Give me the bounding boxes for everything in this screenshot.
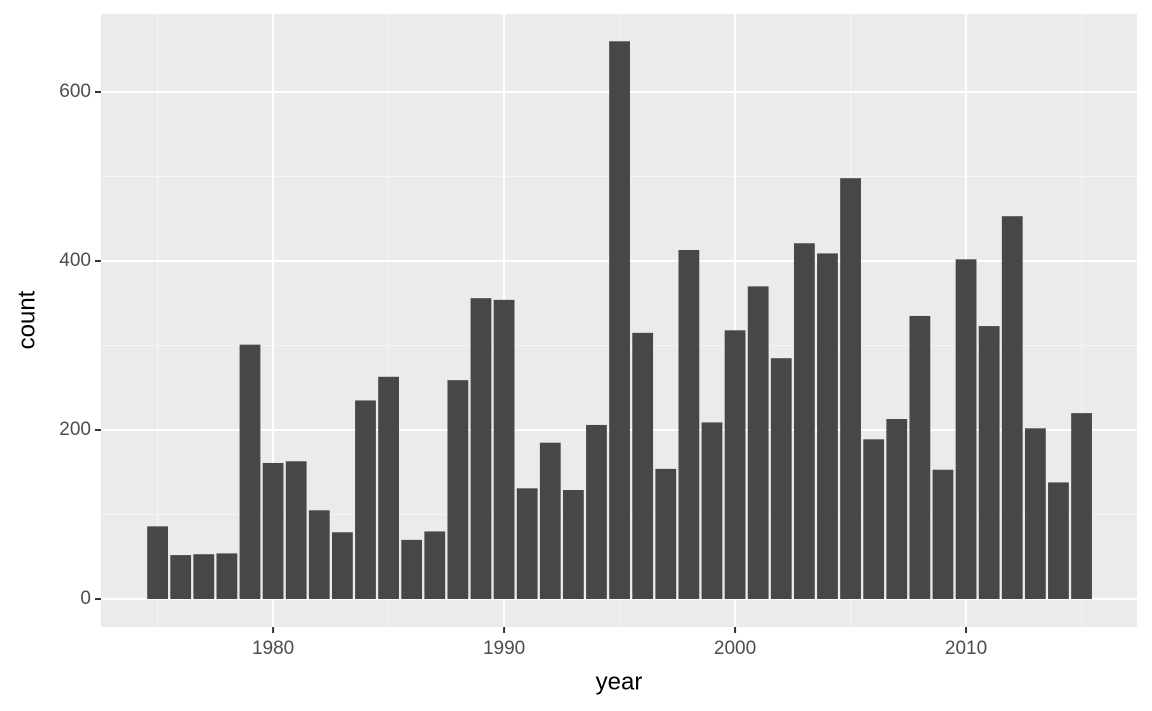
bar (632, 332, 654, 600)
bar (516, 488, 538, 600)
bar (1071, 413, 1092, 600)
bar (1024, 428, 1046, 600)
bar (216, 553, 238, 600)
bar (609, 41, 630, 600)
bar (193, 554, 215, 600)
y-tick-label: 200 (59, 419, 91, 440)
bar (401, 539, 423, 600)
bar (355, 400, 376, 600)
bar (978, 326, 1000, 600)
bar (239, 344, 261, 600)
y-tick-label: 600 (59, 81, 91, 102)
bar (955, 259, 977, 600)
bar (1001, 216, 1023, 600)
x-axis-title: year (596, 668, 643, 695)
bar (539, 442, 561, 600)
bar (493, 299, 515, 600)
bar (770, 358, 792, 600)
bar (285, 461, 307, 600)
y-tick-label: 400 (59, 250, 91, 271)
bar (678, 250, 700, 600)
bar (886, 419, 908, 600)
bar (331, 532, 353, 600)
bar (1048, 482, 1069, 600)
x-tick-label: 2000 (714, 638, 756, 659)
bar (909, 315, 931, 600)
x-tick-label: 1990 (483, 638, 525, 659)
bar (840, 178, 861, 600)
bar (562, 490, 584, 600)
bar (793, 243, 815, 600)
bar (308, 510, 330, 600)
bar (932, 469, 954, 600)
bar (863, 439, 885, 600)
bar (817, 253, 838, 600)
bar (170, 555, 192, 600)
bar (447, 380, 469, 600)
bar (655, 468, 677, 600)
y-axis-title: count (13, 290, 40, 349)
y-tick-label: 0 (80, 588, 91, 609)
x-tick-label: 1980 (252, 638, 294, 659)
bar (586, 424, 607, 600)
x-tick-label: 2010 (945, 638, 987, 659)
bar (262, 462, 284, 600)
bar (147, 526, 168, 600)
bar (747, 286, 769, 600)
bar (424, 531, 446, 600)
bar (378, 376, 399, 600)
bar (701, 422, 723, 600)
bar (724, 330, 746, 600)
bar (470, 298, 492, 600)
